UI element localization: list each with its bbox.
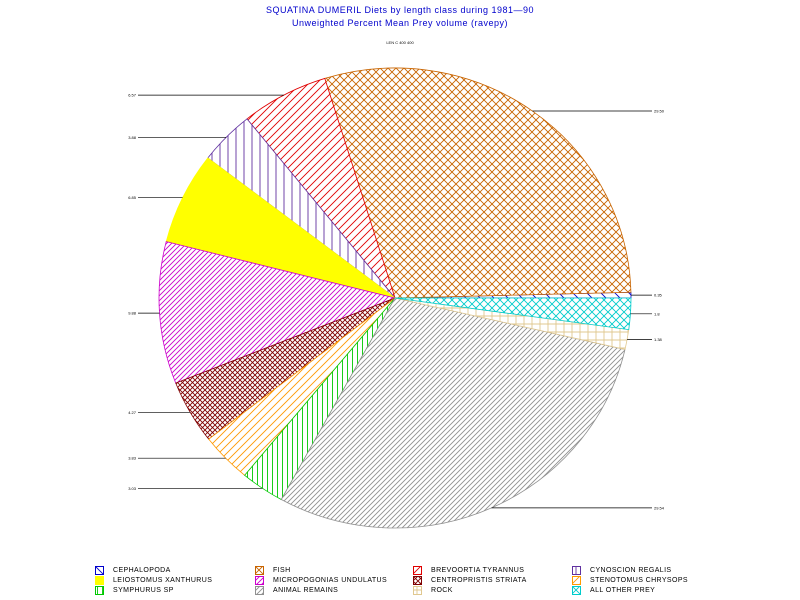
legend-swatch <box>413 576 422 585</box>
data-label-animal-remains: 29.54 <box>654 505 665 510</box>
legend-label: MICROPOGONIAS UNDULATUS <box>273 577 388 584</box>
legend-label: STENOTOMUS CHRYSOPS <box>590 577 688 584</box>
chart-note: LEN C 400 400 <box>386 40 414 45</box>
legend-label: FISH <box>273 567 291 574</box>
legend-label: CEPHALOPODA <box>113 567 171 574</box>
legend-swatch <box>255 576 264 585</box>
data-label-fish: 29.50 <box>654 109 665 114</box>
legend-swatch <box>95 586 104 595</box>
data-label-all-other-prey: 1.8 <box>654 311 660 316</box>
data-label-cynoscion-regalis: 3.88 <box>128 135 137 140</box>
legend-label: BREVOORTIA TYRANNUS <box>431 567 525 574</box>
legend-label: ROCK <box>431 587 453 594</box>
legend-label: ANIMAL REMAINS <box>273 587 339 594</box>
legend-label: LEIOSTOMUS XANTHURUS <box>113 577 213 584</box>
legend-swatch <box>255 586 264 595</box>
pie-chart: 0.35 29.50 6.57 3.88 6.85 9.88 4.27 3.83 3.03 29.… <box>128 67 665 529</box>
legend: CEPHALOPODA FISH BREVOORTIA TYRANNUS CYN… <box>0 566 800 600</box>
data-label-leiostomus-xanthurus: 6.85 <box>128 195 137 200</box>
data-label-cephalopoda: 0.35 <box>654 293 663 298</box>
legend-swatch <box>95 566 104 575</box>
legend-swatch <box>572 586 581 595</box>
data-label-brevoortia-tyrannus: 6.57 <box>128 93 137 98</box>
chart-title: SQUATINA DUMERIL Diets by length class d… <box>265 5 535 15</box>
pie-slice-micropogonias-undulatus <box>158 241 397 384</box>
data-label-stenotomus-chrysops: 3.83 <box>128 456 137 461</box>
pie-slice-fish <box>324 67 632 299</box>
legend-swatch <box>572 576 581 585</box>
data-label-rock: 1.38 <box>654 337 663 342</box>
chart-subtitle: Unweighted Percent Mean Prey volume (rav… <box>291 18 509 28</box>
legend-swatch <box>413 586 422 595</box>
data-label-symphurus-sp: 3.03 <box>128 486 137 491</box>
data-label-micropogonias-undulatus: 9.88 <box>128 311 137 316</box>
legend-swatch <box>95 576 104 585</box>
legend-swatch <box>255 566 264 575</box>
legend-label: ALL OTHER PREY <box>590 587 656 594</box>
legend-swatch <box>572 566 581 575</box>
legend-label: SYMPHURUS SP <box>113 587 174 594</box>
legend-label: CYNOSCION REGALIS <box>590 567 672 574</box>
legend-label: CENTROPRISTIS STRIATA <box>431 577 527 584</box>
data-label-centropristis-striata: 4.27 <box>128 410 137 415</box>
pie-slice-animal-remains <box>280 297 626 529</box>
legend-swatch <box>413 566 422 575</box>
